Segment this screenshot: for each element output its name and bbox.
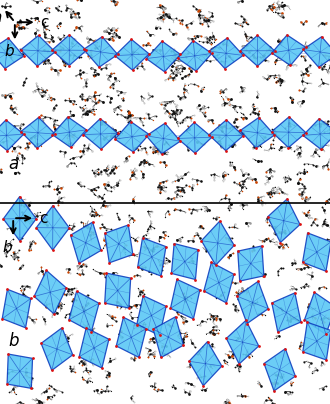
Polygon shape — [146, 41, 181, 72]
Polygon shape — [116, 317, 146, 358]
Polygon shape — [272, 293, 301, 332]
Polygon shape — [303, 322, 330, 360]
Polygon shape — [303, 233, 330, 271]
Polygon shape — [36, 206, 69, 250]
Polygon shape — [69, 291, 99, 332]
Polygon shape — [21, 36, 55, 66]
Polygon shape — [201, 221, 234, 265]
Polygon shape — [240, 118, 275, 148]
Polygon shape — [209, 38, 243, 69]
Polygon shape — [71, 222, 101, 263]
Polygon shape — [264, 349, 295, 391]
Polygon shape — [105, 225, 133, 263]
Polygon shape — [178, 122, 212, 153]
Polygon shape — [268, 199, 300, 242]
Polygon shape — [34, 270, 66, 314]
Polygon shape — [105, 273, 131, 308]
Polygon shape — [272, 117, 306, 147]
Polygon shape — [272, 35, 306, 65]
Polygon shape — [115, 40, 149, 70]
Polygon shape — [189, 342, 222, 386]
Text: b: b — [4, 44, 14, 59]
Text: b: b — [2, 240, 12, 255]
Text: b: b — [8, 332, 19, 350]
Polygon shape — [303, 37, 330, 67]
Polygon shape — [303, 119, 330, 149]
Polygon shape — [2, 289, 31, 328]
Polygon shape — [21, 118, 55, 148]
Polygon shape — [83, 119, 118, 149]
Polygon shape — [138, 238, 166, 276]
Polygon shape — [3, 196, 36, 241]
Text: c: c — [39, 210, 48, 226]
Polygon shape — [115, 122, 149, 152]
Polygon shape — [240, 36, 275, 66]
Polygon shape — [52, 35, 86, 65]
Polygon shape — [226, 320, 259, 364]
Polygon shape — [0, 120, 24, 151]
Polygon shape — [171, 279, 200, 319]
Polygon shape — [79, 328, 109, 368]
Polygon shape — [137, 296, 166, 335]
Polygon shape — [83, 37, 118, 67]
Polygon shape — [0, 38, 24, 69]
Polygon shape — [41, 328, 73, 370]
Polygon shape — [153, 317, 183, 358]
Polygon shape — [204, 262, 234, 303]
Polygon shape — [237, 281, 268, 324]
Polygon shape — [7, 354, 33, 388]
Polygon shape — [172, 244, 198, 280]
Text: c: c — [41, 15, 49, 30]
Polygon shape — [146, 123, 181, 154]
Text: a: a — [8, 155, 18, 173]
Polygon shape — [52, 117, 86, 147]
Polygon shape — [209, 120, 243, 151]
Text: a: a — [0, 10, 2, 25]
Polygon shape — [305, 292, 330, 335]
Polygon shape — [238, 246, 264, 281]
Polygon shape — [178, 40, 212, 71]
